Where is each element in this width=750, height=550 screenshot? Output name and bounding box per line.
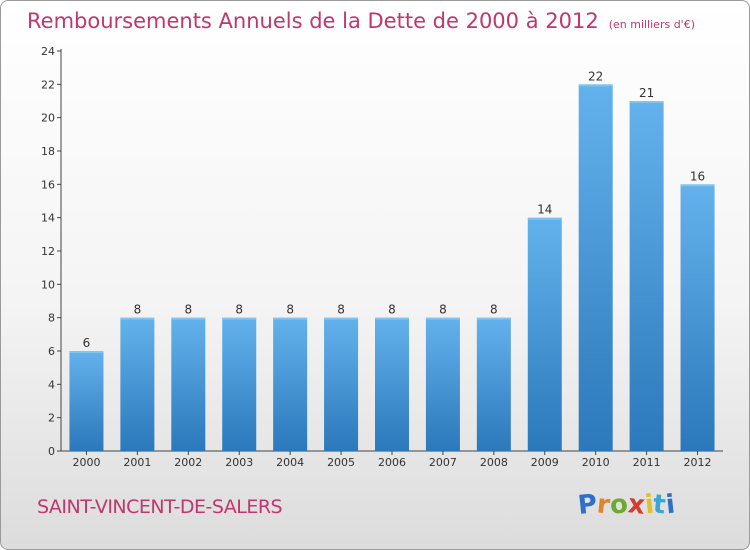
data-label: 14	[537, 203, 552, 217]
data-label: 8	[490, 303, 498, 317]
y-tick-label: 6	[48, 345, 55, 358]
bar-top-highlight	[578, 84, 613, 87]
y-tick-label: 20	[41, 112, 55, 125]
chart-subtitle: (en milliers d'€)	[608, 18, 695, 31]
bar-top-highlight	[680, 184, 715, 187]
x-tick-label: 2001	[123, 456, 151, 469]
data-label: 8	[337, 303, 345, 317]
x-tick-label: 2009	[531, 456, 559, 469]
bar-top-highlight	[629, 101, 664, 103]
x-tick-label: 2008	[480, 456, 508, 469]
data-label: 8	[134, 303, 142, 317]
x-tick-label: 2007	[429, 456, 457, 469]
bar-top-highlight	[69, 351, 104, 353]
y-tick-label: 2	[48, 412, 55, 425]
bar-2007	[425, 317, 460, 451]
data-label: 16	[690, 169, 705, 183]
bar-2003	[222, 317, 257, 451]
y-tick-label: 14	[41, 212, 55, 225]
bar-2005	[324, 317, 359, 451]
proxiti-logo: Proxiti	[576, 489, 677, 521]
data-label: 8	[184, 303, 192, 317]
bar-2008	[476, 317, 511, 451]
bar-top-highlight	[120, 317, 155, 320]
bar-2010	[578, 84, 613, 451]
bar-2009	[527, 217, 562, 451]
bar-top-highlight	[273, 317, 308, 320]
bar-2011	[629, 101, 664, 451]
chart-data-labels: 6 8 8 8 8 8 8 8 8 14 22 21 16	[83, 69, 706, 350]
x-tick-label: 2010	[582, 456, 610, 469]
y-tick-label: 16	[41, 178, 55, 191]
data-label: 22	[588, 69, 603, 83]
y-tick-label: 8	[48, 312, 55, 325]
data-label: 8	[286, 303, 294, 317]
chart-title-block: Remboursements Annuels de la Dette de 20…	[27, 9, 695, 33]
bar-top-highlight	[476, 317, 511, 320]
data-label: 21	[639, 86, 654, 100]
x-tick-label: 2006	[378, 456, 406, 469]
bar-top-highlight	[527, 217, 562, 220]
x-tick-label: 2012	[684, 456, 712, 469]
bar-2012	[680, 184, 715, 452]
bar-top-highlight	[324, 317, 359, 320]
y-tick-label: 12	[41, 245, 55, 258]
x-tick-label: 2000	[72, 456, 100, 469]
data-label: 6	[83, 336, 91, 350]
x-tick-label: 2004	[276, 456, 304, 469]
bar-2000	[69, 351, 104, 451]
x-tick-label: 2003	[225, 456, 253, 469]
chart-bars	[69, 84, 715, 452]
y-tick-label: 18	[41, 145, 55, 158]
y-tick-label: 10	[41, 278, 55, 291]
y-tick-label: 22	[41, 78, 55, 91]
data-label: 8	[439, 303, 447, 317]
x-tick-label: 2002	[174, 456, 202, 469]
x-tick-label: 2005	[327, 456, 355, 469]
data-label: 8	[388, 303, 396, 317]
bar-2004	[273, 317, 308, 451]
bar-2002	[171, 317, 206, 451]
bar-top-highlight	[375, 317, 409, 320]
logo-letter: i	[664, 489, 677, 521]
bar-top-highlight	[425, 317, 460, 320]
y-tick-label: 0	[48, 445, 55, 458]
data-label: 8	[235, 303, 243, 317]
bar-2006	[375, 317, 409, 451]
municipality-name: SAINT-VINCENT-DE-SALERS	[37, 496, 283, 518]
y-tick-label: 24	[41, 45, 55, 58]
bar-top-highlight	[222, 317, 257, 320]
y-tick-label: 4	[48, 378, 55, 391]
chart-title: Remboursements Annuels de la Dette de 20…	[27, 9, 599, 33]
bar-top-highlight	[171, 317, 206, 320]
x-tick-label: 2011	[633, 456, 661, 469]
bar-2001	[120, 317, 155, 451]
